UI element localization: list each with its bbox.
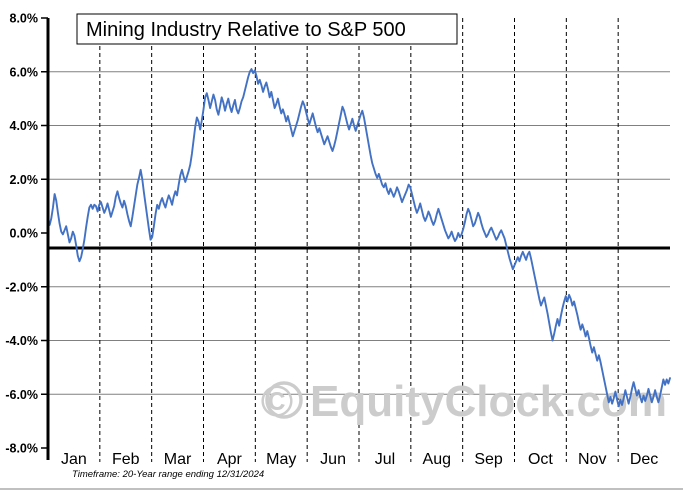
x-axis-tick-label: Aug <box>423 451 451 468</box>
x-axis-labels: Jan Feb Mar Apr May Jun Jul Aug Sep Oct Nov Dec <box>61 451 658 468</box>
watermark: © EquityClock.com <box>261 377 667 426</box>
copyright-icon <box>265 381 303 419</box>
chart-title-text: Mining Industry Relative to S&P 500 <box>86 19 406 41</box>
data-series-line <box>47 68 671 408</box>
x-axis-tick-label: Feb <box>112 451 140 468</box>
x-axis-tick-label: Jul <box>375 451 395 468</box>
y-axis-tick-label: -6.0% <box>5 388 38 402</box>
x-axis-tick-label: Sep <box>474 451 503 468</box>
x-axis-tick-label: May <box>266 451 296 468</box>
x-axis-tick-label: Mar <box>164 451 192 468</box>
watermark-symbol: © <box>261 377 293 426</box>
vertical-gridlines <box>99 18 619 462</box>
title-box-frame <box>76 13 458 45</box>
x-axis-tick-label: Apr <box>217 451 243 468</box>
y-axis-tick-label: 8.0% <box>10 12 39 26</box>
y-axis-tick-label: -8.0% <box>5 442 38 456</box>
y-axis-ticks <box>41 17 48 449</box>
y-axis-tick-label: 0.0% <box>10 227 39 241</box>
chart-title: Mining Industry Relative to S&P 500 <box>76 13 458 45</box>
y-axis-labels: 8.0% 6.0% 4.0% 2.0% 0.0% -2.0% -4.0% -6.0% -8.0% <box>5 12 38 456</box>
x-axis-tick-label: Oct <box>528 451 553 468</box>
x-axis-tick-label: Jun <box>320 451 346 468</box>
y-axis-tick-label: 2.0% <box>10 173 39 187</box>
y-axis-tick-label: -4.0% <box>5 334 38 348</box>
x-axis-tick-label: Jan <box>61 451 87 468</box>
y-axis-tick-label: 4.0% <box>10 119 39 133</box>
watermark-label: EquityClock.com <box>310 377 667 426</box>
x-axis-tick-label: Nov <box>578 451 606 468</box>
y-axis-tick-label: 6.0% <box>10 65 39 79</box>
footnote-text: Timeframe: 20-Year range ending 12/31/20… <box>72 469 264 480</box>
x-axis-tick-label: Dec <box>630 451 658 468</box>
y-axis-tick-label: -2.0% <box>5 280 38 294</box>
